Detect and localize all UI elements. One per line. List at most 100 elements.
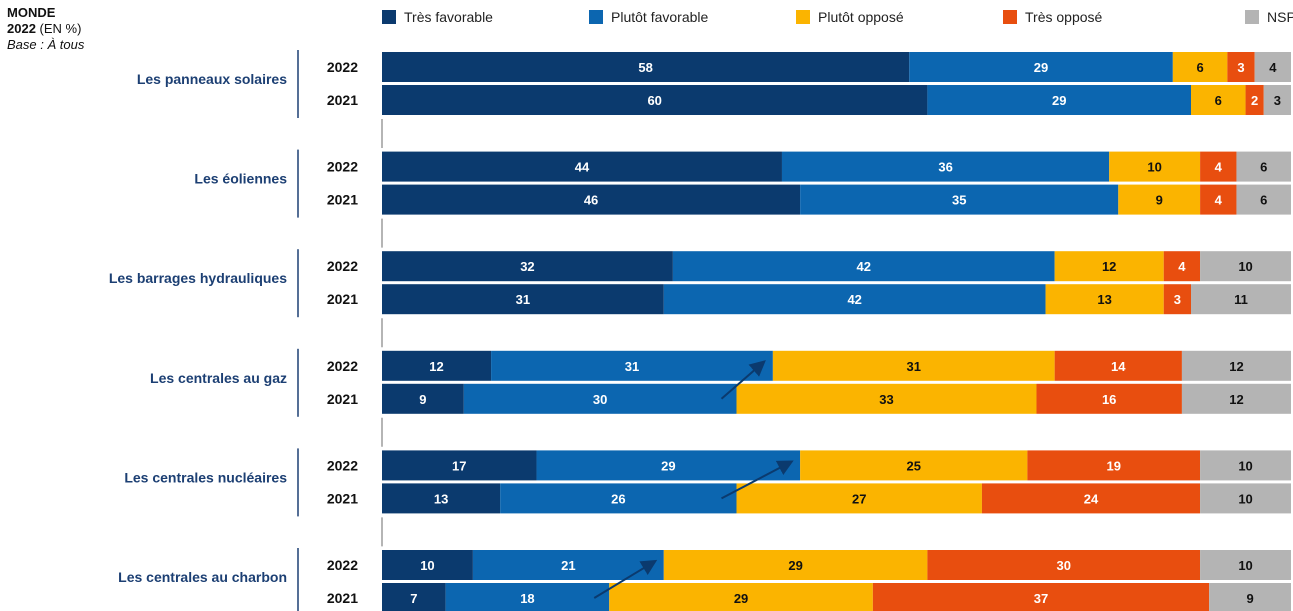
data-label: 4	[1178, 259, 1186, 274]
bar-segment	[1254, 52, 1291, 82]
data-label: 12	[1102, 259, 1116, 274]
year-label: 2021	[327, 291, 358, 307]
data-label: 32	[520, 259, 534, 274]
data-label: 19	[1107, 458, 1121, 473]
data-label: 26	[611, 491, 625, 506]
bar-segment	[1118, 184, 1201, 215]
data-label: 31	[516, 292, 530, 307]
bar-segment	[382, 550, 473, 580]
legend-item-tres-favorable: Très favorable	[382, 9, 493, 25]
data-label: 11	[1234, 292, 1248, 307]
data-label: 12	[1229, 392, 1243, 407]
bar-segment	[1200, 483, 1291, 514]
bar-segment	[1191, 85, 1246, 115]
bar-segment	[1245, 85, 1264, 115]
bar-segment	[1036, 383, 1182, 414]
bar-segment	[1263, 85, 1291, 115]
year-label: 2021	[327, 192, 358, 208]
data-label: 6	[1215, 93, 1222, 108]
data-label: 10	[1147, 160, 1161, 175]
base-label: Base : À tous	[7, 37, 85, 52]
year-label: 2022	[327, 457, 358, 473]
bar-segment	[382, 151, 782, 182]
data-label: 12	[429, 359, 443, 374]
bar-segment	[663, 550, 928, 580]
data-label: 10	[1238, 491, 1252, 506]
legend-swatch	[382, 10, 396, 24]
bar-segment	[1054, 251, 1164, 282]
category-label: Les centrales nucléaires	[124, 469, 287, 485]
data-label: 27	[852, 491, 866, 506]
legend-label: Très favorable	[404, 9, 493, 25]
bar-segment	[909, 52, 1173, 82]
data-label: 44	[575, 160, 590, 175]
data-label: 29	[1034, 60, 1048, 75]
data-label: 6	[1196, 60, 1203, 75]
data-label: 25	[907, 458, 921, 473]
bar-segment	[1045, 284, 1164, 315]
legend-item-plutot-oppose: Plutôt opposé	[796, 9, 904, 25]
data-label: 9	[1156, 193, 1163, 208]
legend-swatch	[796, 10, 810, 24]
bar-segment	[382, 350, 492, 381]
bar-segment	[1054, 350, 1182, 381]
bar-segment	[800, 450, 1028, 481]
bar-segment	[1027, 450, 1201, 481]
category-label: Les centrales au charbon	[118, 569, 287, 585]
data-label: 29	[734, 591, 748, 606]
bar-segment	[927, 550, 1201, 580]
category-label: Les barrages hydrauliques	[109, 270, 287, 286]
legend-item-plutot-favorable: Plutôt favorable	[589, 9, 708, 25]
data-label: 21	[561, 558, 575, 573]
bar-segment	[1200, 184, 1237, 215]
bar-segment	[1200, 550, 1291, 580]
data-label: 13	[1097, 292, 1111, 307]
data-label: 17	[452, 458, 466, 473]
year-label: 2021	[327, 92, 358, 108]
bar-segment	[1191, 284, 1291, 315]
data-label: 13	[434, 491, 448, 506]
bar-segment	[382, 450, 537, 481]
bar-segment	[981, 483, 1201, 514]
bar-segment	[1200, 251, 1291, 282]
data-label: 16	[1102, 392, 1116, 407]
bar-segment	[1200, 151, 1237, 182]
data-label: 10	[1238, 259, 1252, 274]
category-label: Les éoliennes	[194, 171, 287, 187]
bar-segment	[500, 483, 737, 514]
legend-label: Plutôt favorable	[611, 9, 709, 25]
trend-arrow	[720, 360, 766, 400]
data-label: 35	[952, 193, 966, 208]
data-label: 9	[419, 392, 426, 407]
data-label: 3	[1237, 60, 1244, 75]
data-label: 4	[1215, 193, 1223, 208]
category-label: Les panneaux solaires	[137, 71, 287, 87]
bar-segment	[1172, 52, 1228, 82]
bar-segment	[672, 251, 1055, 282]
legend-label: NSP	[1267, 9, 1293, 25]
bar-segment	[772, 350, 1055, 381]
data-label: 3	[1274, 93, 1281, 108]
bar-segment	[382, 85, 928, 115]
data-label: 42	[857, 259, 871, 274]
legend-label: Très opposé	[1025, 9, 1103, 25]
data-label: 29	[661, 458, 675, 473]
bar-segment	[1236, 151, 1291, 182]
category-label: Les centrales au gaz	[150, 370, 287, 386]
trend-arrow	[721, 460, 794, 500]
bar-segment	[382, 583, 446, 611]
data-label: 30	[1057, 558, 1071, 573]
bar-segment	[663, 284, 1046, 315]
bar-segment	[382, 383, 464, 414]
bar-segment	[445, 583, 610, 611]
legend-swatch	[1003, 10, 1017, 24]
data-label: 33	[879, 392, 893, 407]
year-label: 2022	[327, 258, 358, 274]
bar-segment	[1163, 251, 1201, 282]
data-label: 37	[1034, 591, 1048, 606]
data-label: 10	[1238, 558, 1252, 573]
bar-segment	[382, 52, 910, 82]
data-label: 42	[847, 292, 861, 307]
year-label: 2022	[327, 557, 358, 573]
bar-segment	[382, 184, 801, 215]
